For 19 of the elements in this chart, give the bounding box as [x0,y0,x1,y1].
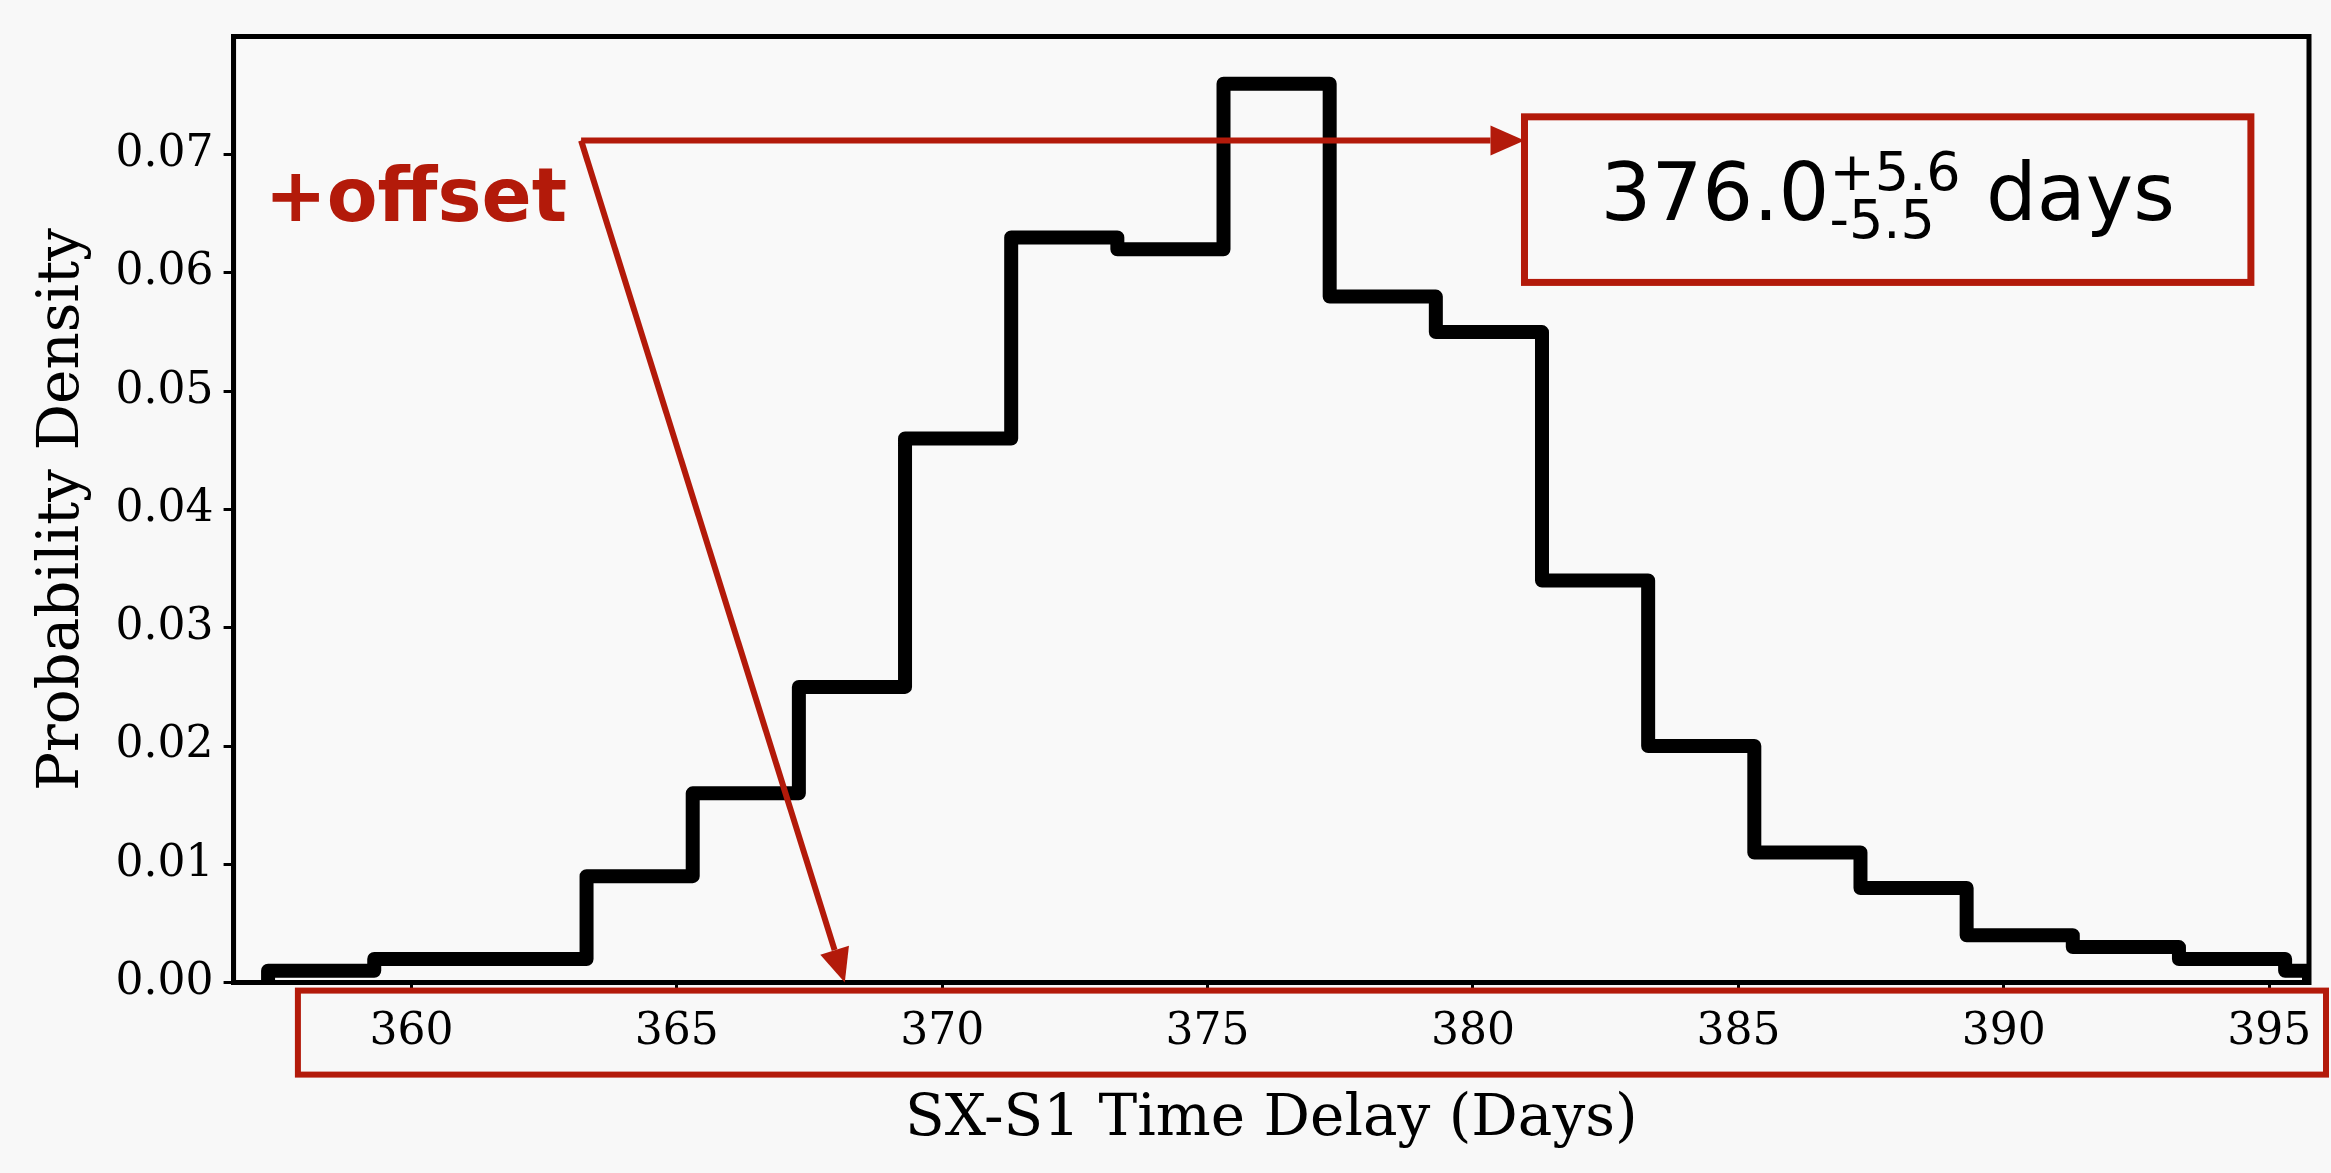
x-tick-label: 395 [2227,1003,2312,1055]
y-tick-label: 0.01 [115,834,214,886]
y-tick-label: 0.00 [115,953,214,1005]
x-tick-label: 390 [1961,1003,2046,1055]
x-tick-label: 365 [634,1003,719,1055]
y-tick-label: 0.05 [115,361,214,413]
y-tick-label: 0.02 [115,716,214,768]
y-tick-label: 0.03 [115,598,214,650]
y-tick-label: 0.06 [115,243,214,295]
annotation: +offset [264,152,568,239]
y-tick-label: 0.07 [115,125,214,177]
x-tick-label: 360 [369,1003,454,1055]
y-tick-label: 0.04 [115,479,214,531]
x-tick-label: 380 [1431,1003,1515,1055]
x-axis-title: SX-S1 Time Delay (Days) [904,1081,1638,1150]
x-tick-label: 385 [1696,1003,1781,1055]
y-axis-title: Probability Density [23,227,92,792]
x-tick-label: 370 [900,1003,985,1055]
x-tick-label: 375 [1165,1003,1250,1055]
